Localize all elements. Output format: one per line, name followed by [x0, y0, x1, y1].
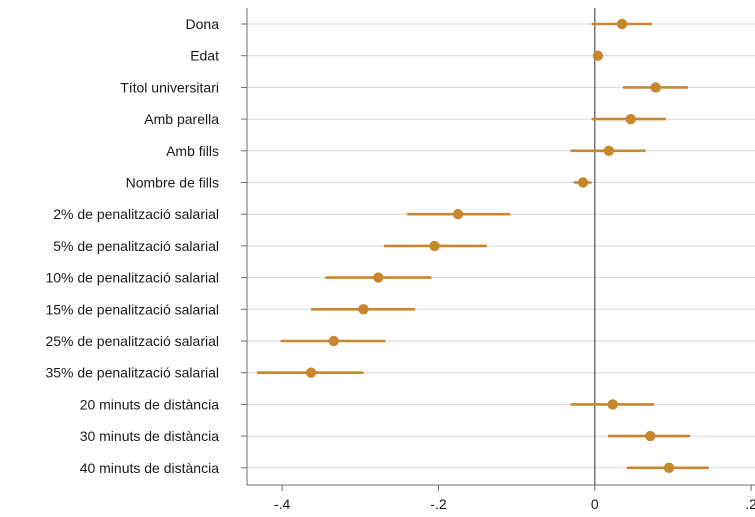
- x-tick-label: 0: [591, 496, 599, 512]
- x-tick-label: .2: [745, 496, 755, 512]
- category-label: Títol universitari: [120, 79, 219, 95]
- category-label: 20 minuts de distància: [80, 396, 220, 412]
- point-estimate: [373, 272, 384, 283]
- x-tick-label: -.4: [274, 496, 291, 512]
- axes: [241, 8, 755, 486]
- point-estimate: [305, 367, 317, 378]
- category-label: 5% de penalització salarial: [53, 238, 219, 254]
- category-label: 2% de penalització salarial: [53, 206, 219, 222]
- category-label: Amb parella: [144, 111, 219, 127]
- point-estimate: [663, 462, 675, 473]
- point-estimate: [645, 430, 656, 442]
- estimates: [257, 18, 709, 473]
- point-estimate: [650, 82, 661, 93]
- x-tick-label: -.2: [430, 496, 447, 512]
- category-label: 25% de penalització salarial: [45, 333, 219, 349]
- gridlines: [247, 23, 755, 469]
- point-estimate: [592, 50, 604, 61]
- category-label: 30 minuts de distància: [80, 428, 220, 444]
- category-label: 10% de penalització salarial: [45, 270, 219, 286]
- point-estimate: [616, 18, 628, 30]
- category-label: 35% de penalització salarial: [45, 365, 219, 381]
- point-estimate: [603, 145, 615, 156]
- point-estimate: [429, 240, 440, 252]
- category-label: Dona: [186, 16, 220, 32]
- category-label: 40 minuts de distància: [80, 460, 220, 476]
- x-axis-ticks: -.4 -.2 0 .2: [274, 485, 755, 512]
- point-estimate: [625, 113, 636, 125]
- point-estimate: [607, 399, 618, 410]
- point-estimate: [358, 304, 369, 315]
- point-estimate: [328, 335, 339, 347]
- category-label: Edat: [190, 48, 219, 64]
- category-label: Nombre de fills: [126, 175, 219, 191]
- category-labels: Dona Edat Títol universitari Amb parella Amb…: [45, 16, 219, 476]
- category-label: Amb fills: [166, 143, 219, 159]
- category-label: 15% de penalització salarial: [45, 301, 219, 317]
- point-estimate: [577, 177, 589, 188]
- point-estimate: [452, 209, 464, 220]
